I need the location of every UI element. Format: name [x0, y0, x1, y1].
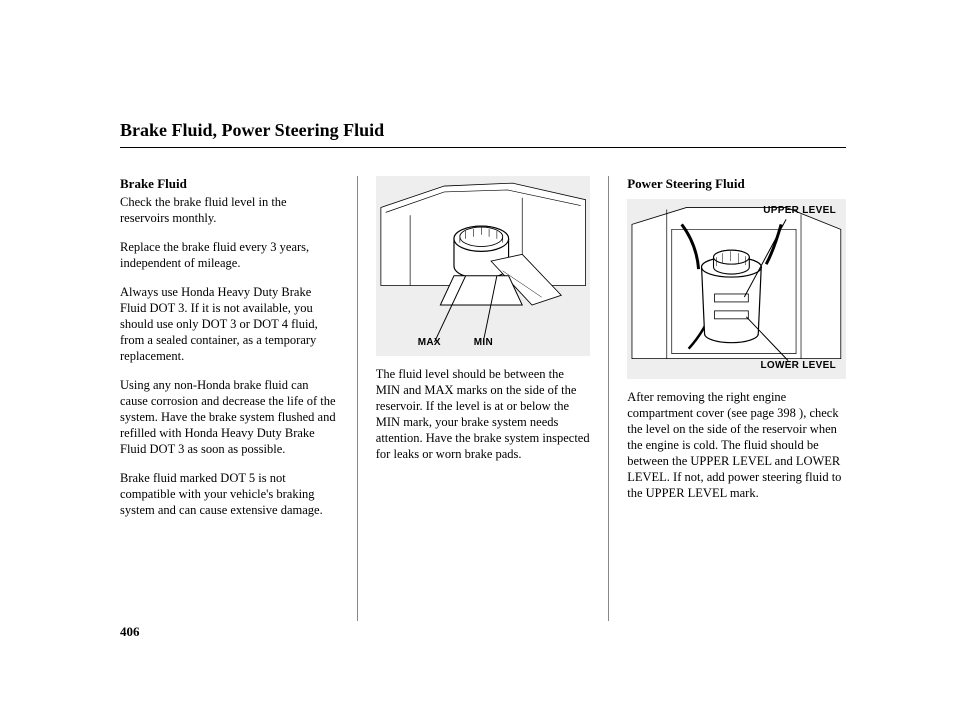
column-1: Brake Fluid Check the brake fluid level …: [120, 176, 358, 621]
column-layout: Brake Fluid Check the brake fluid level …: [120, 176, 846, 621]
page-number: 406: [120, 624, 140, 640]
column-2: MAX MIN The fluid level should be betwee…: [358, 176, 609, 621]
upper-level-label: UPPER LEVEL: [763, 205, 836, 218]
brake-fluid-heading: Brake Fluid: [120, 176, 339, 193]
body-text: Brake fluid marked DOT 5 is not compatib…: [120, 470, 339, 518]
body-text: Replace the brake fluid every 3 years, i…: [120, 239, 339, 271]
power-steering-figure: UPPER LEVEL LOWER LEVEL: [627, 199, 846, 379]
brake-fluid-figure: MAX MIN: [376, 176, 590, 356]
body-text: The fluid level should be between the MI…: [376, 366, 590, 462]
lower-level-label: LOWER LEVEL: [760, 360, 836, 373]
manual-page: Brake Fluid, Power Steering Fluid Brake …: [0, 0, 954, 710]
body-text: Check the brake fluid level in the reser…: [120, 194, 339, 226]
min-label: MIN: [474, 337, 493, 350]
body-text: Using any non-Honda brake fluid can caus…: [120, 377, 339, 457]
body-text: After removing the right engine compartm…: [627, 389, 846, 501]
page-title: Brake Fluid, Power Steering Fluid: [120, 120, 846, 148]
max-label: MAX: [418, 337, 441, 350]
brake-reservoir-illustration: [376, 176, 590, 356]
power-steering-reservoir-illustration: [627, 199, 846, 379]
power-steering-heading: Power Steering Fluid: [627, 176, 846, 193]
column-3: Power Steering Fluid: [609, 176, 846, 621]
body-text: Always use Honda Heavy Duty Brake Fluid …: [120, 284, 339, 364]
